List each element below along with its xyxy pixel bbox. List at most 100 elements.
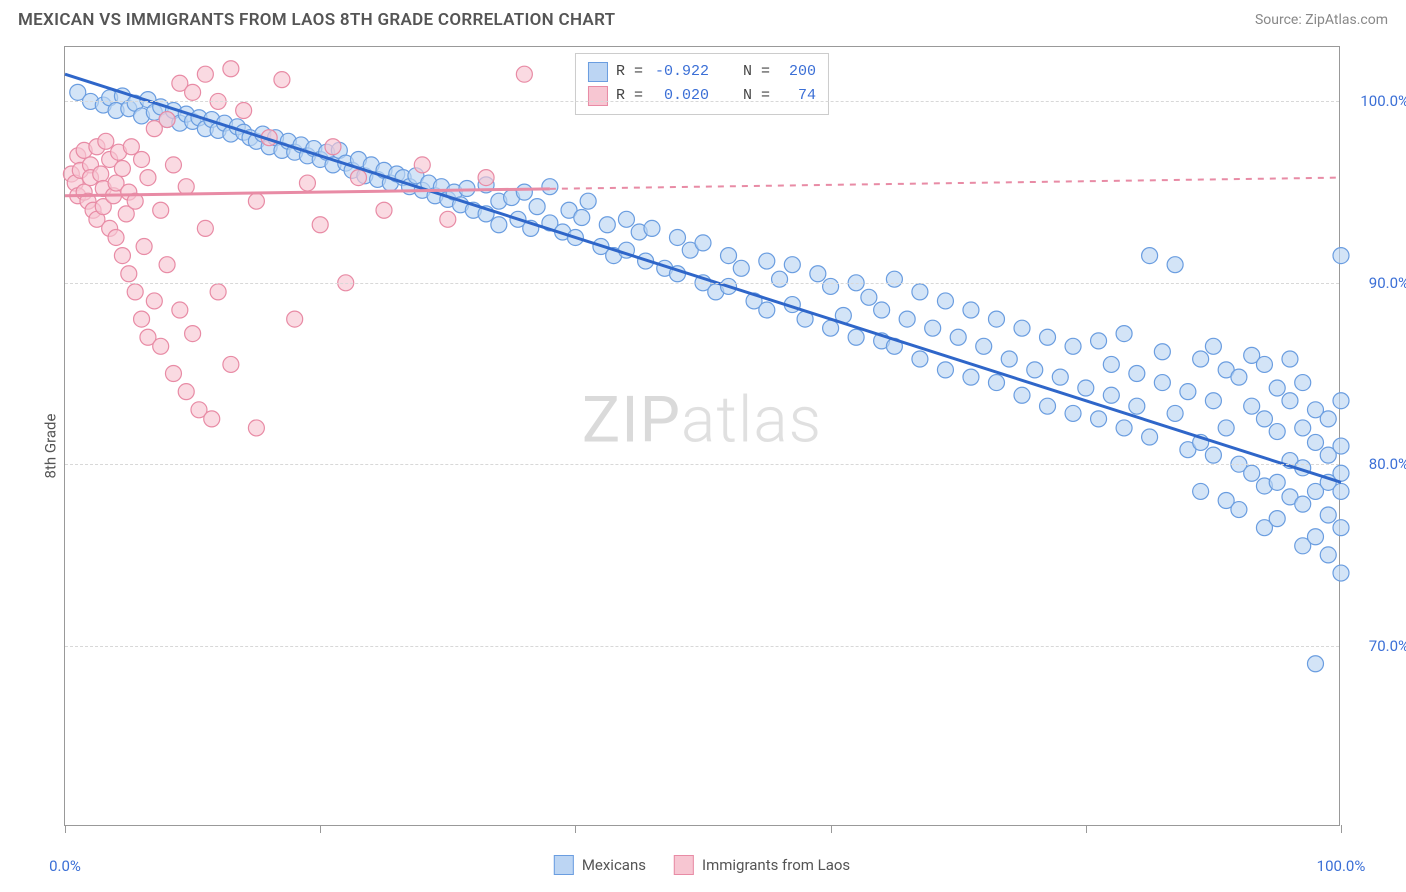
data-point <box>1295 420 1311 436</box>
data-point <box>1078 380 1094 396</box>
data-point <box>146 293 162 309</box>
data-point <box>1116 420 1132 436</box>
data-point <box>1295 375 1311 391</box>
data-point <box>580 193 596 209</box>
data-point <box>1218 420 1234 436</box>
data-point <box>721 248 737 264</box>
data-point <box>516 184 532 200</box>
data-point <box>976 338 992 354</box>
x-tick <box>1086 825 1087 833</box>
data-point <box>1333 438 1349 454</box>
legend-swatch <box>554 855 574 875</box>
data-point <box>1154 344 1170 360</box>
data-point <box>440 211 456 227</box>
data-point <box>1333 393 1349 409</box>
x-tick-label: 100.0% <box>1317 857 1366 875</box>
data-point <box>153 338 169 354</box>
data-point <box>759 253 775 269</box>
legend-n-value: 74 <box>778 84 816 108</box>
gridline <box>65 101 1339 102</box>
chart-area: ZIPatlas R =-0.922 N =200R =0.020 N =74 … <box>64 46 1340 826</box>
data-point <box>1320 411 1336 427</box>
data-point <box>1129 398 1145 414</box>
data-point <box>810 266 826 282</box>
data-point <box>669 229 685 245</box>
data-point <box>1040 329 1056 345</box>
data-point <box>172 302 188 318</box>
chart-title: MEXICAN VS IMMIGRANTS FROM LAOS 8TH GRAD… <box>18 10 615 30</box>
data-point <box>772 271 788 287</box>
data-point <box>178 384 194 400</box>
data-point <box>185 84 201 100</box>
data-point <box>733 260 749 276</box>
data-point <box>287 311 303 327</box>
data-point <box>848 329 864 345</box>
data-point <box>1333 520 1349 536</box>
data-point <box>223 356 239 372</box>
data-point <box>1256 411 1272 427</box>
data-point <box>1295 496 1311 512</box>
data-point <box>925 320 941 336</box>
data-point <box>912 351 928 367</box>
data-point <box>1307 656 1323 672</box>
series-legend: Mexicans Immigrants from Laos <box>554 855 850 875</box>
series-legend-item: Immigrants from Laos <box>674 855 850 875</box>
data-point <box>114 248 130 264</box>
data-point <box>165 366 181 382</box>
data-point <box>223 61 239 77</box>
data-point <box>1244 398 1260 414</box>
data-point <box>1014 320 1030 336</box>
data-point <box>1103 356 1119 372</box>
data-point <box>1180 384 1196 400</box>
data-point <box>950 329 966 345</box>
data-point <box>574 210 590 226</box>
source-label: Source: ZipAtlas.com <box>1255 12 1388 28</box>
y-tick-label: 80.0% <box>1349 455 1406 473</box>
data-point <box>618 211 634 227</box>
data-point <box>491 217 507 233</box>
data-point <box>204 411 220 427</box>
legend-r-value: -0.922 <box>651 60 709 84</box>
data-point <box>1307 529 1323 545</box>
data-point <box>599 217 615 233</box>
data-point <box>1320 547 1336 563</box>
data-point <box>127 284 143 300</box>
gridline <box>65 464 1339 465</box>
data-point <box>1231 502 1247 518</box>
data-point <box>1129 366 1145 382</box>
plot-svg <box>65 47 1339 825</box>
data-point <box>963 369 979 385</box>
legend-r-value: 0.020 <box>651 84 709 108</box>
data-point <box>134 151 150 167</box>
data-point <box>1154 375 1170 391</box>
gridline <box>65 646 1339 647</box>
data-point <box>136 239 152 255</box>
data-point <box>178 179 194 195</box>
y-tick-label: 70.0% <box>1349 637 1406 655</box>
data-point <box>516 66 532 82</box>
data-point <box>1282 393 1298 409</box>
x-tick <box>320 825 321 833</box>
legend-row: R =0.020 N =74 <box>588 84 816 108</box>
data-point <box>1269 380 1285 396</box>
data-point <box>414 157 430 173</box>
data-point <box>1244 465 1260 481</box>
series-label: Mexicans <box>582 856 646 874</box>
data-point <box>1205 447 1221 463</box>
data-point <box>1269 424 1285 440</box>
data-point <box>1091 333 1107 349</box>
data-point <box>1333 483 1349 499</box>
data-point <box>784 257 800 273</box>
legend-r-label: R = <box>616 60 643 84</box>
data-point <box>1001 351 1017 367</box>
legend-n-value: 200 <box>778 60 816 84</box>
data-point <box>988 375 1004 391</box>
data-point <box>140 170 156 186</box>
data-point <box>823 320 839 336</box>
x-tick <box>1341 825 1342 833</box>
x-tick <box>575 825 576 833</box>
data-point <box>121 266 137 282</box>
data-point <box>874 302 890 318</box>
data-point <box>134 311 150 327</box>
data-point <box>529 199 545 215</box>
